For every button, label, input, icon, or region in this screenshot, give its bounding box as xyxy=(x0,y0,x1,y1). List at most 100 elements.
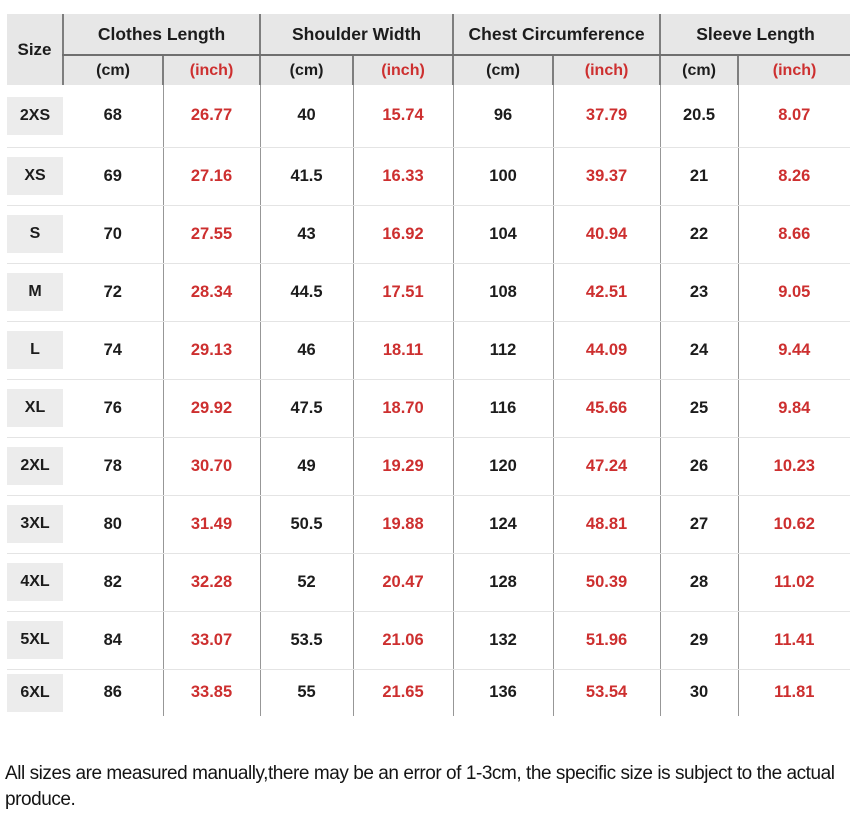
table-body: 2XS 68 26.77 40 15.74 96 37.79 20.5 8.07 XS 69 27.1… xyxy=(7,85,850,716)
value-cm-cell: 69 xyxy=(63,147,163,206)
value-inch-cell: 9.05 xyxy=(737,263,850,322)
value-inch-cell: 42.51 xyxy=(552,263,661,322)
value-inch-cell: 53.54 xyxy=(552,669,661,716)
value-cm-cell: 112 xyxy=(452,321,554,380)
size-label: M xyxy=(7,273,63,311)
value-cm-cell: 84 xyxy=(63,611,163,670)
value-cm-cell: 104 xyxy=(452,205,554,264)
value-inch-cell: 21.65 xyxy=(352,669,454,716)
value-cm-cell: 80 xyxy=(63,495,163,554)
table-row: 6XL 86 33.85 55 21.65 136 53.54 30 11.81 xyxy=(7,669,850,716)
value-inch-cell: 27.16 xyxy=(162,147,261,206)
value-inch-cell: 47.24 xyxy=(552,437,661,496)
group-header-sleeve-length: Sleeve Length xyxy=(659,14,850,56)
size-cell: XS xyxy=(7,147,63,206)
value-inch-cell: 39.37 xyxy=(552,147,661,206)
value-cm-cell: 24 xyxy=(659,321,739,380)
value-inch-cell: 8.66 xyxy=(737,205,850,264)
value-inch-cell: 45.66 xyxy=(552,379,661,438)
value-cm-cell: 74 xyxy=(63,321,163,380)
value-cm-cell: 47.5 xyxy=(259,379,354,438)
value-inch-cell: 11.81 xyxy=(737,669,850,716)
value-inch-cell: 17.51 xyxy=(352,263,454,322)
size-label: 2XL xyxy=(7,447,63,485)
group-header-chest-circumference: Chest Circumference xyxy=(452,14,661,56)
value-cm-cell: 53.5 xyxy=(259,611,354,670)
value-cm-cell: 21 xyxy=(659,147,739,206)
size-label: S xyxy=(7,215,63,253)
value-cm-cell: 28 xyxy=(659,553,739,612)
value-cm-cell: 86 xyxy=(103,683,122,702)
table-row: XS 69 27.16 41.5 16.33 100 39.37 21 8.26 xyxy=(7,147,850,206)
value-cm-cell: 124 xyxy=(452,495,554,554)
size-label: 2XS xyxy=(7,96,63,135)
value-inch-cell: 50.39 xyxy=(552,553,661,612)
value-inch-cell: 8.07 xyxy=(737,85,850,148)
value-cm-cell: 30 xyxy=(659,669,739,716)
size-label: 5XL xyxy=(7,621,63,659)
size-label: 3XL xyxy=(7,505,63,543)
table-row: 4XL 82 32.28 52 20.47 128 50.39 28 11.02 xyxy=(7,553,850,612)
size-cell: L xyxy=(7,321,63,380)
value-cm-cell: 100 xyxy=(452,147,554,206)
size-label: 6XL xyxy=(7,673,63,712)
unit-header-inch: (inch) xyxy=(552,55,661,85)
value-cm-cell: 132 xyxy=(452,611,554,670)
table-row: L 74 29.13 46 18.11 112 44.09 24 9.44 xyxy=(7,321,850,380)
value-inch-cell: 27.55 xyxy=(162,205,261,264)
value-cm-cell: 128 xyxy=(452,553,554,612)
value-cm-cell: 82 xyxy=(63,553,163,612)
size-cell: 2XS xyxy=(7,85,63,148)
size-cell: S xyxy=(7,205,63,264)
value-cm-cell: 49 xyxy=(259,437,354,496)
measurement-disclaimer-note: All sizes are measured manually,there ma… xyxy=(5,763,835,810)
unit-header-cm: (cm) xyxy=(659,55,739,85)
table-header: Size Clothes Length Shoulder Width Chest… xyxy=(7,14,850,85)
size-cell: M xyxy=(7,263,63,322)
unit-header-inch: (inch) xyxy=(737,55,850,85)
size-cell: XL xyxy=(7,379,63,438)
value-cm-cell: 43 xyxy=(259,205,354,264)
group-header-clothes-length: Clothes Length xyxy=(61,14,261,56)
value-cm-cell: 40 xyxy=(259,85,354,148)
size-cell: 5XL xyxy=(7,611,63,670)
value-inch-cell: 16.92 xyxy=(352,205,454,264)
value-inch-cell: 30.70 xyxy=(162,437,261,496)
value-cm-cell: 70 xyxy=(63,205,163,264)
value-inch-cell: 19.88 xyxy=(352,495,454,554)
value-inch-cell: 33.85 xyxy=(162,669,261,716)
unit-header-cm: (cm) xyxy=(452,55,554,85)
value-inch-cell: 29.13 xyxy=(162,321,261,380)
table-row: 2XL 78 30.70 49 19.29 120 47.24 26 10.23 xyxy=(7,437,850,496)
value-cm-cell: 27 xyxy=(659,495,739,554)
value-inch-cell: 18.11 xyxy=(352,321,454,380)
table-row: XL 76 29.92 47.5 18.70 116 45.66 25 9.84 xyxy=(7,379,850,438)
value-inch-cell: 9.84 xyxy=(737,379,850,438)
value-cm-cell: 25 xyxy=(659,379,739,438)
value-cm-cell: 55 xyxy=(259,669,354,716)
value-inch-cell: 51.96 xyxy=(552,611,661,670)
size-label: L xyxy=(7,331,63,369)
value-cm-cell: 136 xyxy=(452,669,554,716)
value-inch-cell: 19.29 xyxy=(352,437,454,496)
value-inch-cell: 11.41 xyxy=(737,611,850,670)
value-inch-cell: 37.79 xyxy=(552,85,661,148)
value-cm-cell: 76 xyxy=(63,379,163,438)
value-inch-cell: 44.09 xyxy=(552,321,661,380)
value-cm-cell: 68 xyxy=(63,85,163,148)
value-cm-cell: 44.5 xyxy=(259,263,354,322)
size-label: 4XL xyxy=(7,563,63,601)
value-inch-cell: 9.44 xyxy=(737,321,850,380)
table-row: 2XS 68 26.77 40 15.74 96 37.79 20.5 8.07 xyxy=(7,85,850,148)
value-cm-cell: 116 xyxy=(452,379,554,438)
value-inch-cell: 33.07 xyxy=(162,611,261,670)
size-label: XS xyxy=(7,157,63,195)
value-inch-cell: 26.77 xyxy=(162,85,261,148)
value-cm-cell: 108 xyxy=(452,263,554,322)
size-cell: 4XL xyxy=(7,553,63,612)
group-header-shoulder-width: Shoulder Width xyxy=(259,14,454,56)
unit-header-inch: (inch) xyxy=(161,55,261,85)
size-label: XL xyxy=(7,389,63,427)
table-row: 5XL 84 33.07 53.5 21.06 132 51.96 29 11.41 xyxy=(7,611,850,670)
value-inch-cell: 32.28 xyxy=(162,553,261,612)
